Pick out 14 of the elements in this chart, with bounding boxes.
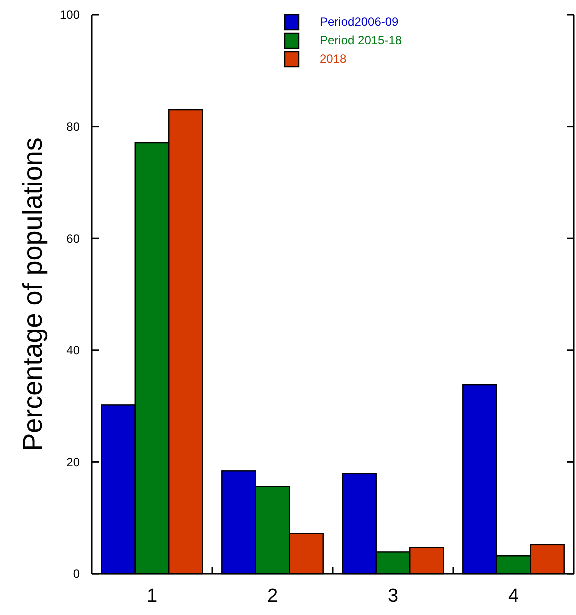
y-tick-label: 20 — [66, 455, 80, 470]
x-tick-label: 4 — [508, 586, 520, 607]
y-tick-label: 100 — [60, 8, 80, 22]
y-tick-label: 60 — [66, 232, 80, 246]
x-tick-label: 1 — [146, 586, 158, 607]
legend-label: 2018 — [320, 52, 348, 66]
y-tick-label: 80 — [66, 120, 80, 134]
x-tick-label: 3 — [388, 586, 399, 607]
legend-label: Period2006-09 — [320, 15, 400, 30]
y-tick-label: 40 — [66, 344, 80, 358]
x-tick-label: 2 — [267, 586, 278, 607]
y-axis-title: Percentage of populations — [18, 138, 48, 452]
legend-label: Period 2015-18 — [320, 34, 402, 48]
y-tick-label: 0 — [73, 567, 80, 582]
